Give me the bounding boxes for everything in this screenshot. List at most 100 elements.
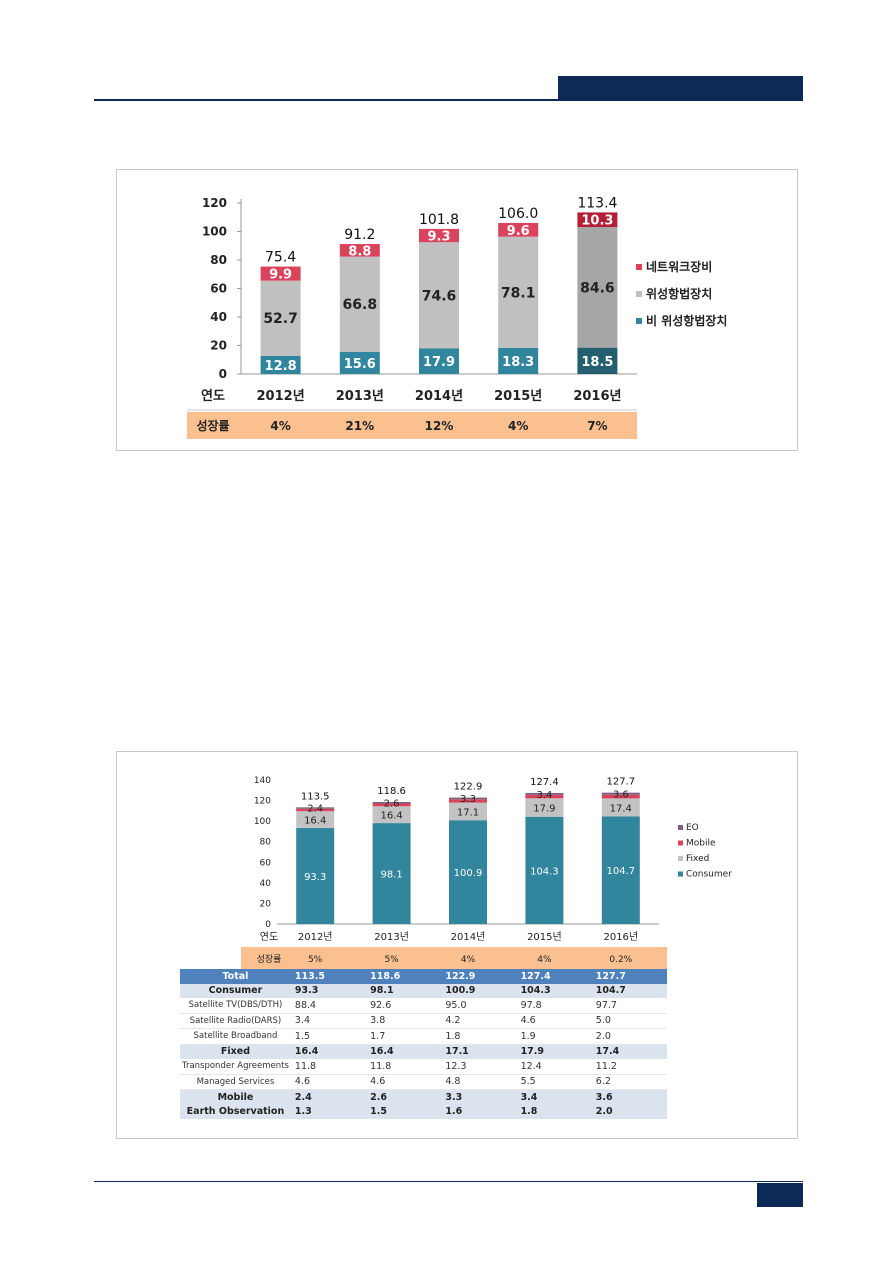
table-row-label: Satellite TV(DBS/DTH) [180, 998, 291, 1014]
chart1-total-label: 106.0 [498, 206, 538, 222]
chart2-bar-segment [525, 792, 564, 795]
table-cell: 2.6 [366, 1089, 442, 1105]
table-cell: 118.6 [366, 969, 442, 984]
chart1-data-label: 17.9 [423, 355, 455, 370]
chart1-y-tick-label: 0 [219, 367, 227, 381]
chart1-y-tick-label: 60 [210, 282, 227, 296]
chart2-bar-segment [449, 799, 487, 803]
table-cell: 3.8 [366, 1013, 442, 1029]
chart2-growth-value: 4% [461, 955, 476, 965]
chart1-frame: 0 20 40 60 80 100 120 12.8 52.7 9.9 75.4 2012년 15.6 6… [116, 169, 798, 451]
chart1-growth-row [187, 412, 637, 439]
table-cell: 1.3 [290, 1104, 367, 1119]
chart1-category-label: 2016년 [573, 389, 621, 404]
table-cell: 17.9 [516, 1044, 592, 1059]
chart2-data-label: 16.4 [304, 816, 326, 827]
chart1-total-label: 75.4 [265, 250, 296, 266]
table-cell: 5.5 [516, 1074, 592, 1090]
chart1-bar-segment [260, 280, 301, 356]
table-cell: 1.5 [290, 1028, 367, 1045]
chart2-data-label: 98.1 [380, 870, 402, 881]
chart1-data-label: 10.3 [581, 214, 613, 229]
chart2-bar-segment [372, 823, 411, 924]
table-row-label: Consumer [180, 983, 291, 998]
table-cell: 122.9 [441, 969, 517, 984]
table-row: Mobile 2.4 2.6 3.3 3.4 3.6 [180, 1089, 667, 1105]
chart2-data-label: 104.7 [606, 866, 635, 877]
chart2-bar-segment [525, 816, 564, 924]
chart2-total-label: 113.5 [301, 791, 330, 802]
chart2-legend-label: Fixed [686, 854, 709, 864]
table-cell: 88.4 [290, 998, 367, 1014]
table-cell: 5.0 [591, 1013, 667, 1029]
chart1-data-label: 18.3 [502, 355, 534, 370]
table-cell: 4.2 [441, 1013, 517, 1029]
table-cell: 11.8 [290, 1059, 367, 1075]
chart2-category-label: 2015년 [527, 931, 562, 943]
chart1-growth-value: 21% [345, 419, 374, 433]
table-cell: 16.4 [290, 1044, 367, 1059]
chart1-data-label: 52.7 [263, 311, 298, 327]
table-row: Consumer 93.3 98.1 100.9 104.3 104.7 [180, 983, 667, 998]
table-cell: 4.6 [290, 1074, 367, 1090]
chart2-legend-swatch [678, 856, 683, 861]
chart2-data-label: 3.3 [460, 794, 476, 805]
table-row-label: Fixed [180, 1044, 291, 1059]
chart1-category-label: 2015년 [494, 389, 542, 404]
table-cell: 3.4 [290, 1013, 367, 1029]
table-cell: 3.4 [516, 1089, 592, 1105]
footer-rule [94, 1181, 803, 1182]
chart2-bar-segment [449, 820, 487, 924]
chart1-category-label: 2014년 [415, 389, 463, 404]
chart1-legend-swatch [636, 291, 642, 297]
chart1-data-label: 9.6 [507, 224, 530, 239]
chart2-legend-label: Mobile [686, 839, 716, 849]
chart2-total-label: 118.6 [377, 786, 406, 797]
chart2-bar-segment [372, 803, 411, 807]
table-cell: 1.9 [516, 1028, 592, 1045]
chart1-total-label: 91.2 [344, 227, 375, 243]
chart2-growth-value: 5% [384, 955, 399, 965]
chart2-legend-label: Consumer [686, 870, 732, 880]
table-row-label: Mobile [180, 1089, 291, 1105]
chart2-data-label: 93.3 [304, 872, 326, 883]
table-row: Managed Services 4.6 4.6 4.8 5.5 6.2 [180, 1074, 667, 1090]
chart1-y-tick-label: 80 [210, 253, 227, 267]
chart2-y-tick-label: 20 [260, 899, 272, 909]
chart2-y-tick-label: 0 [265, 920, 271, 930]
table-row: Satellite Radio(DARS) 3.4 3.8 4.2 4.6 5.0 [180, 1013, 667, 1029]
table-cell: 4.6 [366, 1074, 442, 1090]
chart1-y-tick-label: 120 [202, 196, 227, 210]
chart1-growth-value: 12% [425, 419, 454, 433]
chart2-y-tick-label: 60 [260, 858, 272, 868]
table-cell: 1.7 [366, 1028, 442, 1045]
chart1-legend-swatch [636, 318, 642, 324]
chart1-data-label: 18.5 [581, 355, 613, 370]
header-rule [94, 99, 803, 101]
chart2-y-tick-label: 80 [260, 838, 272, 848]
chart1-growth-value: 4% [270, 419, 290, 433]
chart2-legend-swatch [678, 825, 683, 830]
chart1-growth-label: 성장률 [196, 419, 229, 433]
table-row: Earth Observation 1.3 1.5 1.6 1.8 2.0 [180, 1104, 667, 1119]
table-row-label: Satellite Radio(DARS) [180, 1013, 291, 1029]
chart1-category-label: 2012년 [257, 389, 305, 404]
table-row-label: Total [180, 969, 291, 984]
chart1-legend-label: 네트워크장비 [646, 259, 712, 274]
chart2-y-tick-label: 140 [254, 776, 271, 786]
table-cell: 2.4 [290, 1089, 367, 1105]
chart2-data-label: 17.1 [457, 807, 479, 818]
chart2-data-label: 17.4 [610, 803, 632, 814]
chart2-growth-value: 5% [308, 955, 323, 965]
table-cell: 17.1 [441, 1044, 517, 1059]
table-cell: 2.0 [591, 1028, 667, 1045]
chart2-bar-segment [601, 798, 640, 817]
table-cell: 1.6 [441, 1104, 517, 1119]
table-cell: 3.3 [441, 1089, 517, 1105]
chart1-legend-label: 비 위성항법장치 [646, 313, 727, 328]
chart1-data-label: 15.6 [344, 357, 376, 372]
chart1-legend-swatch [636, 264, 642, 270]
table-cell: 92.6 [366, 998, 442, 1014]
chart2-row-label: 연도 [260, 931, 278, 943]
chart2-data-label: 2.4 [307, 804, 323, 815]
